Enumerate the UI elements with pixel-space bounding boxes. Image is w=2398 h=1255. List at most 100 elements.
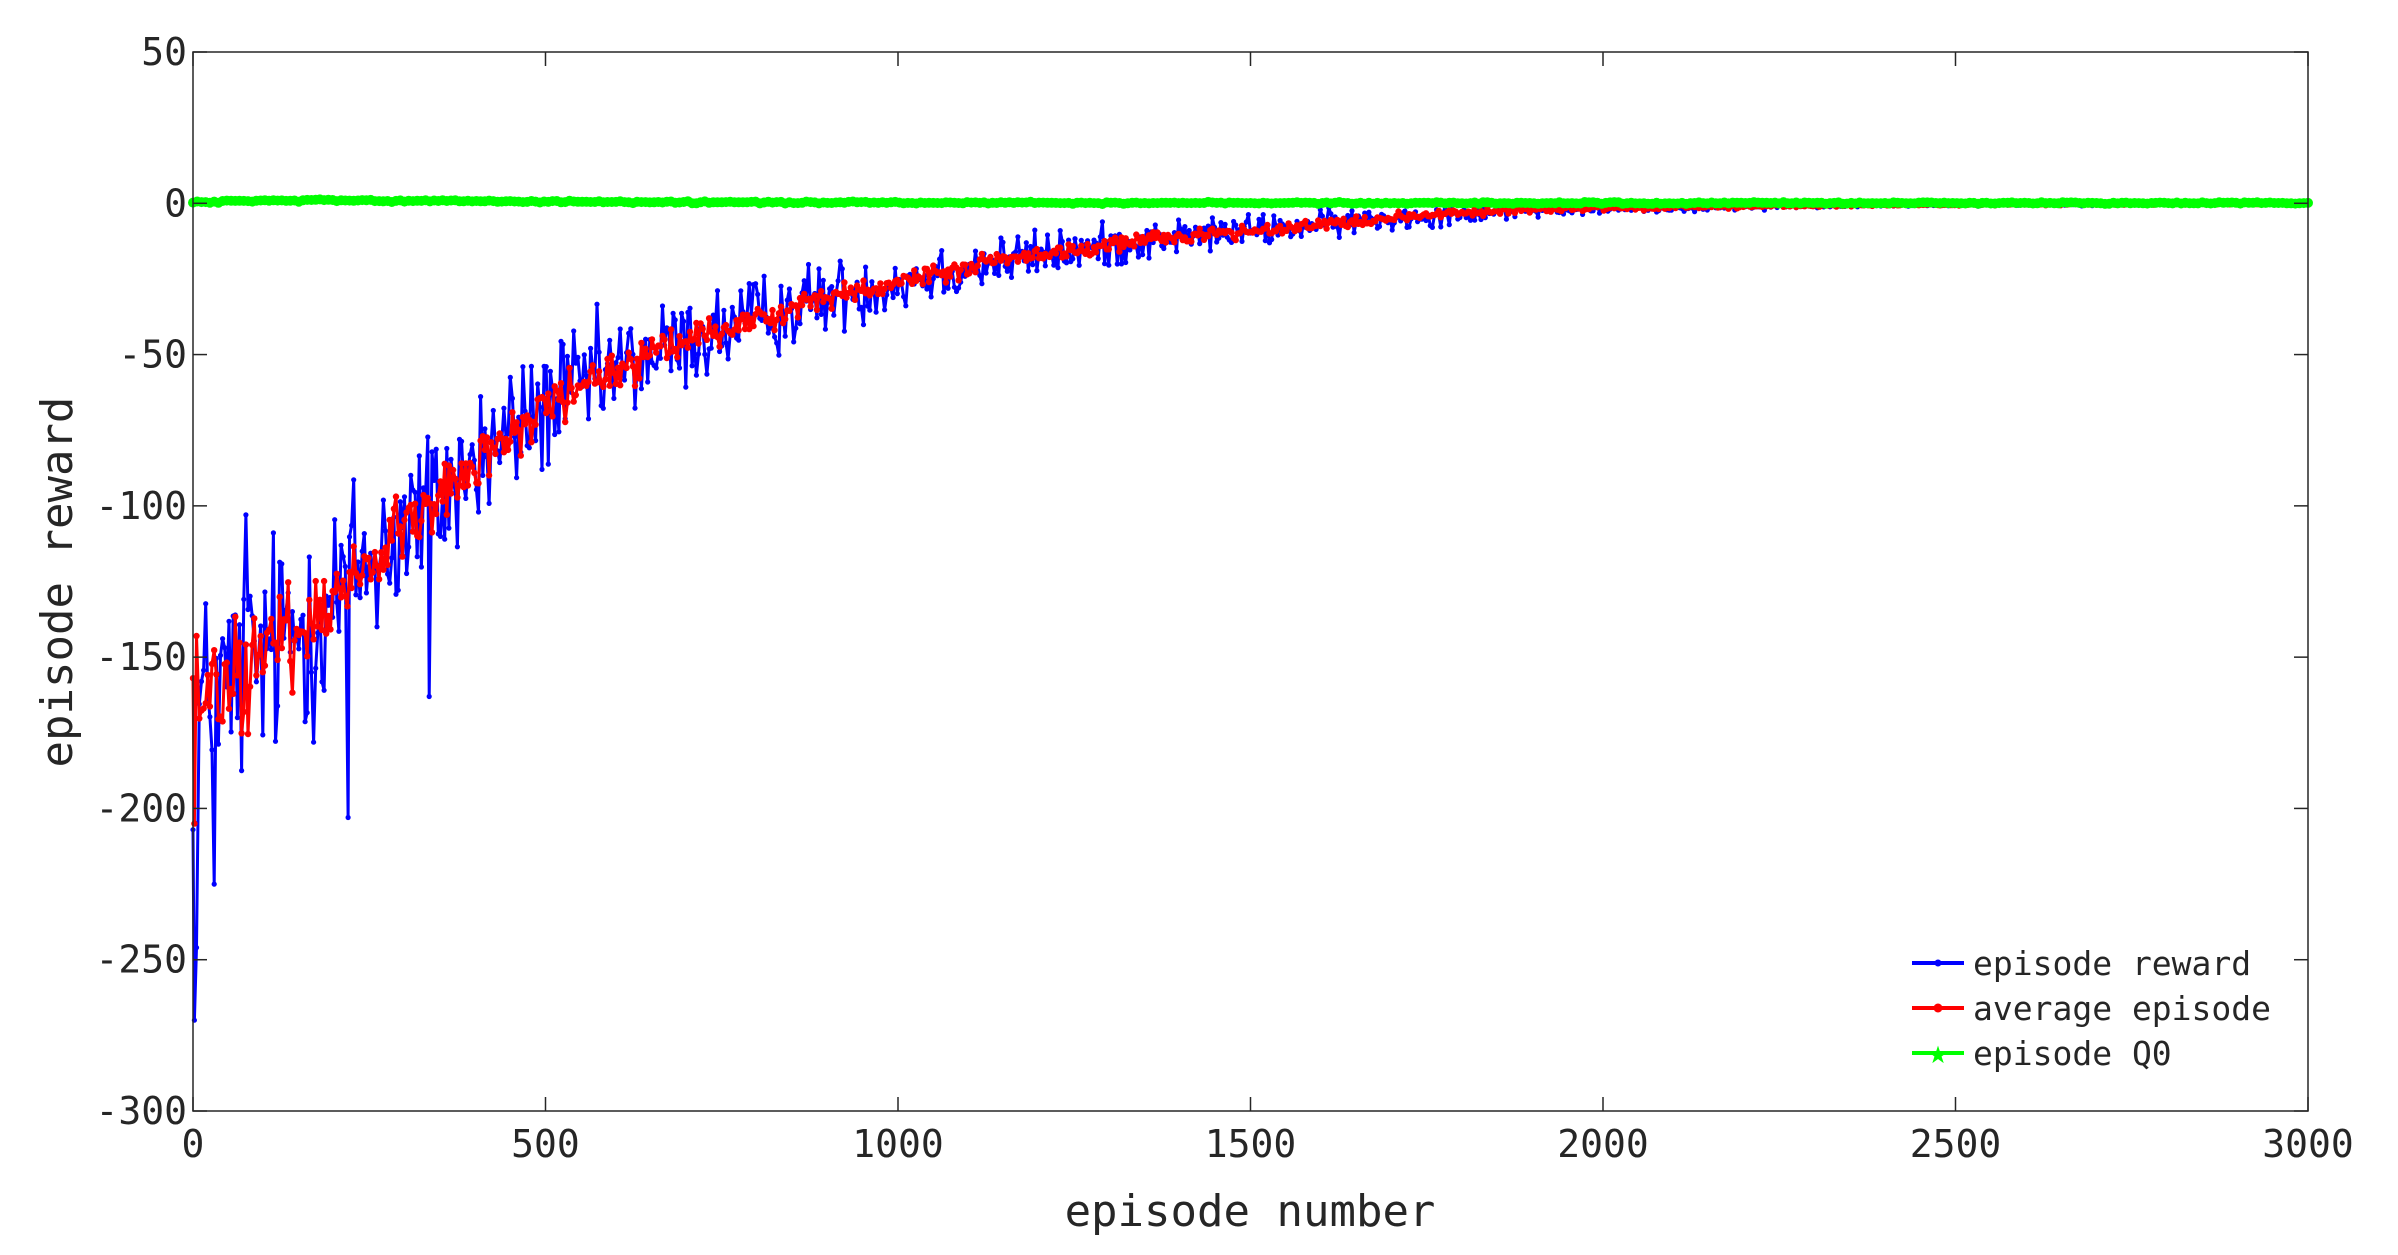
data-point xyxy=(1095,256,1101,262)
data-point xyxy=(600,405,606,411)
data-point xyxy=(974,262,981,269)
data-point xyxy=(617,382,624,389)
data-point xyxy=(275,703,281,709)
data-point xyxy=(217,652,224,659)
data-point xyxy=(801,278,807,284)
data-point xyxy=(602,376,609,383)
data-point xyxy=(1052,250,1060,257)
data-point xyxy=(659,303,666,309)
data-point xyxy=(1140,252,1146,258)
data-point xyxy=(242,641,250,648)
data-point xyxy=(206,703,214,710)
data-point xyxy=(685,309,691,315)
data-point xyxy=(1144,227,1150,234)
data-point xyxy=(653,365,659,371)
data-point xyxy=(978,250,986,258)
data-point xyxy=(863,264,869,270)
data-point xyxy=(750,322,757,330)
data-point xyxy=(571,328,577,334)
data-point xyxy=(429,449,435,455)
data-point xyxy=(1256,216,1262,222)
data-point xyxy=(412,489,418,495)
data-point xyxy=(392,493,400,500)
data-point xyxy=(327,626,334,633)
data-point xyxy=(471,469,478,476)
data-point xyxy=(448,456,454,462)
data-point xyxy=(230,690,237,697)
data-point xyxy=(872,285,880,292)
data-point xyxy=(596,349,602,355)
data-point xyxy=(1063,260,1070,266)
data-point xyxy=(930,262,937,269)
data-point xyxy=(798,302,806,309)
data-point xyxy=(1535,214,1541,220)
data-point xyxy=(1084,240,1091,248)
data-point xyxy=(615,354,621,361)
data-point xyxy=(444,445,450,452)
data-point xyxy=(208,660,216,668)
data-point xyxy=(1214,239,1220,245)
data-point xyxy=(325,602,331,608)
data-point xyxy=(334,599,340,606)
data-point xyxy=(435,492,442,499)
series-layer xyxy=(188,194,2313,1023)
data-point xyxy=(983,270,989,276)
data-point xyxy=(657,343,664,350)
data-point xyxy=(1276,222,1284,230)
data-point xyxy=(941,289,947,295)
data-point xyxy=(556,429,562,435)
data-point xyxy=(306,596,313,604)
data-point xyxy=(475,480,482,487)
data-point xyxy=(564,353,571,359)
legend-marker-episode-reward xyxy=(1934,959,1942,967)
data-point xyxy=(278,644,285,652)
data-point xyxy=(382,528,389,534)
data-point xyxy=(200,705,207,712)
data-point xyxy=(841,328,848,334)
data-point xyxy=(1097,234,1103,240)
data-point xyxy=(482,426,488,432)
data-point xyxy=(917,275,924,282)
data-point xyxy=(786,286,793,292)
data-point xyxy=(1027,243,1034,250)
data-point xyxy=(774,340,780,346)
data-point xyxy=(1336,234,1342,240)
data-point xyxy=(443,511,450,518)
data-point xyxy=(298,616,304,623)
data-point xyxy=(333,570,340,577)
data-point xyxy=(1162,239,1170,246)
data-point xyxy=(816,266,822,272)
data-point xyxy=(282,617,290,624)
data-point xyxy=(772,334,778,340)
data-point xyxy=(490,407,496,414)
data-point xyxy=(478,394,484,400)
data-point xyxy=(430,501,438,508)
data-point xyxy=(389,555,395,561)
data-point xyxy=(695,351,702,357)
x-axis-label: episode number xyxy=(1065,1186,1436,1237)
data-point xyxy=(1042,263,1048,269)
data-point xyxy=(335,584,343,592)
data-point xyxy=(1209,215,1215,221)
data-point xyxy=(1188,238,1195,245)
data-point xyxy=(247,593,253,599)
data-point xyxy=(1438,224,1444,230)
data-point xyxy=(204,671,211,679)
data-point xyxy=(401,494,408,500)
data-point xyxy=(687,305,693,311)
data-point xyxy=(387,580,393,586)
legend-marker-episode-q0: ★ xyxy=(1927,1041,1949,1069)
y-tick-label: -50 xyxy=(118,333,187,377)
data-point xyxy=(373,562,381,570)
data-point xyxy=(773,316,780,323)
data-point xyxy=(425,434,431,440)
data-point xyxy=(1063,253,1070,260)
data-point xyxy=(399,553,406,560)
data-point xyxy=(898,280,905,287)
data-point xyxy=(1131,243,1138,250)
data-point xyxy=(837,258,843,264)
data-point xyxy=(901,294,907,300)
data-point xyxy=(924,286,930,292)
data-point xyxy=(257,632,264,640)
